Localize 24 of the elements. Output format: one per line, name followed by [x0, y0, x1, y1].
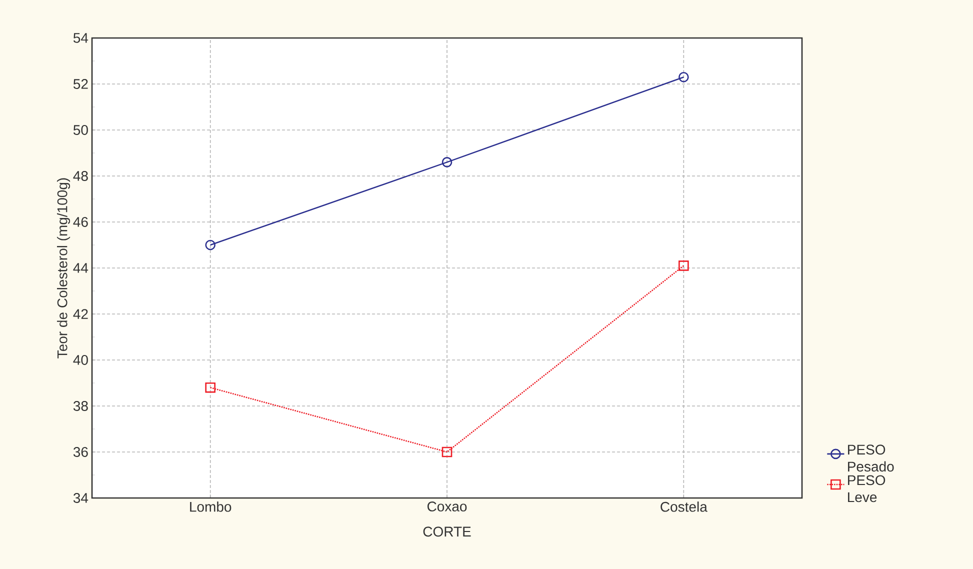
legend-label: PESO Pesado [848, 444, 894, 472]
x-tick-label: Coxao [427, 502, 467, 512]
y-tick-label: 34 [73, 493, 88, 503]
point [678, 260, 689, 271]
y-tick-label: 40 [73, 355, 88, 365]
y-tick-label: 42 [73, 309, 88, 319]
legend-label: PESO Leve [848, 475, 886, 502]
y-axis-title: Teor de Colesterol (mg/100g) [56, 178, 70, 358]
y-tick-label: 52 [73, 79, 88, 89]
y-tick-label: 46 [73, 217, 88, 227]
x-axis-title: CORTE [423, 526, 471, 537]
point [205, 240, 216, 250]
y-tick-label: 38 [73, 401, 88, 411]
y-tick-label: 44 [73, 263, 88, 273]
y-tick-label: 36 [73, 447, 88, 457]
y-tick-label: 50 [73, 125, 88, 135]
y-tick-label: 54 [73, 33, 88, 43]
point [205, 382, 216, 393]
point [442, 446, 452, 458]
point [442, 157, 452, 168]
point [678, 72, 689, 82]
x-tick-label: Costela [660, 502, 708, 512]
x-tick-label: Lombo [190, 502, 232, 512]
y-tick-label: 48 [73, 171, 88, 181]
